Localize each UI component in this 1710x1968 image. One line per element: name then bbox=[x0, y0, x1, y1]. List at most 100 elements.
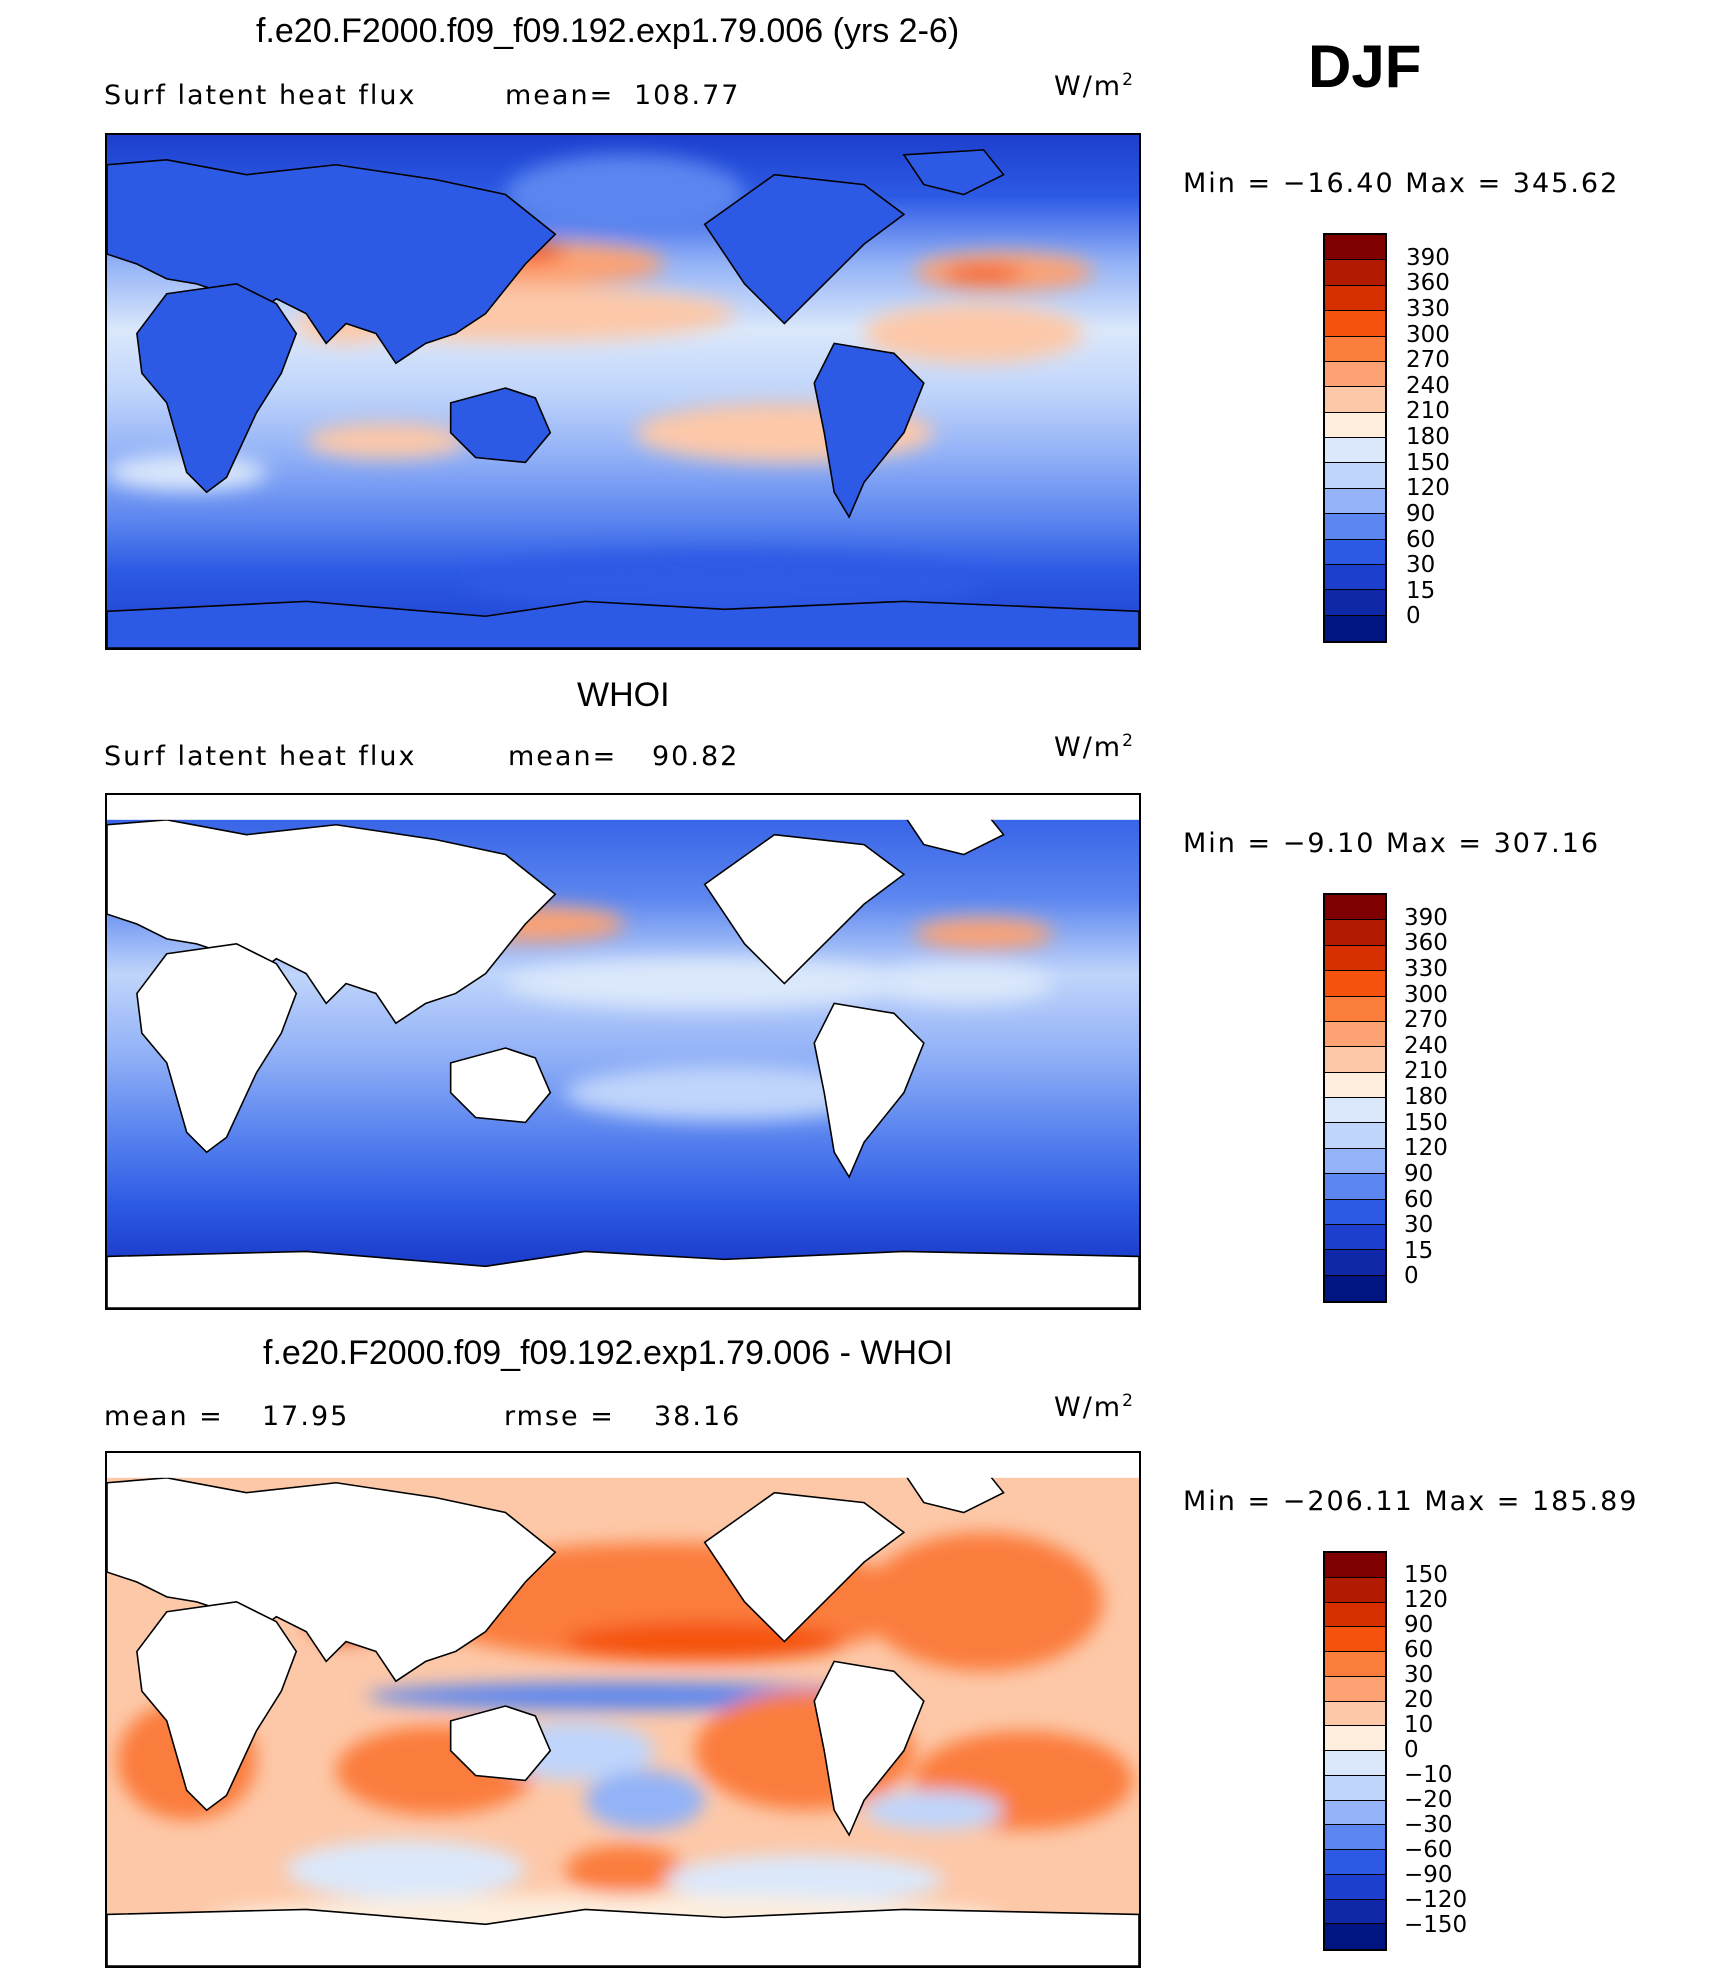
colorbar-tick-label: 90 bbox=[1406, 500, 1436, 527]
panel2-units: W/m2 bbox=[1054, 731, 1135, 763]
colorbar-tick-label: 210 bbox=[1404, 1058, 1448, 1085]
colorbar-swatch bbox=[1325, 1627, 1385, 1652]
colorbar-tick-label: 390 bbox=[1406, 244, 1450, 271]
colorbar-tick-label: 60 bbox=[1404, 1186, 1434, 1213]
colorbar-swatch bbox=[1325, 920, 1385, 946]
panel3-minmax: Min = −206.11 Max = 185.89 bbox=[1183, 1486, 1639, 1517]
colorbar-swatch bbox=[1325, 564, 1385, 591]
colorbar-swatch bbox=[1325, 615, 1385, 641]
panel1-colorbar bbox=[1323, 233, 1387, 643]
colorbar-tick-label: 180 bbox=[1406, 424, 1450, 450]
colorbar-swatch bbox=[1325, 1800, 1385, 1826]
panel2-mean-label: mean= bbox=[508, 741, 618, 772]
colorbar-swatch bbox=[1325, 1924, 1385, 1949]
colorbar-swatch bbox=[1325, 1224, 1385, 1251]
colorbar-swatch bbox=[1325, 1874, 1385, 1900]
colorbar-swatch bbox=[1325, 260, 1385, 286]
panel2-map-graphic bbox=[107, 795, 1139, 1308]
colorbar-swatch bbox=[1325, 488, 1385, 515]
colorbar-swatch bbox=[1325, 539, 1385, 565]
colorbar-swatch bbox=[1325, 1250, 1385, 1276]
colorbar-tick-label: 330 bbox=[1406, 295, 1450, 322]
panel3-units: W/m2 bbox=[1054, 1391, 1135, 1423]
colorbar-swatch bbox=[1325, 387, 1385, 413]
colorbar-tick-label: 180 bbox=[1404, 1084, 1448, 1110]
colorbar-tick-label: 0 bbox=[1404, 1737, 1419, 1763]
colorbar-tick-label: 30 bbox=[1404, 1212, 1434, 1239]
colorbar-swatch bbox=[1325, 996, 1385, 1022]
colorbar-tick-label: 270 bbox=[1406, 347, 1450, 374]
colorbar-tick-label: 20 bbox=[1404, 1687, 1434, 1713]
colorbar-tick-label: 30 bbox=[1406, 552, 1436, 579]
colorbar-swatch bbox=[1325, 1577, 1385, 1603]
colorbar-tick-label: 360 bbox=[1406, 270, 1450, 297]
colorbar-tick-label: 150 bbox=[1406, 449, 1450, 476]
colorbar-swatch bbox=[1325, 285, 1385, 312]
colorbar-swatch bbox=[1325, 336, 1385, 362]
colorbar-tick-label: −10 bbox=[1404, 1762, 1453, 1788]
colorbar-tick-label: 240 bbox=[1406, 372, 1450, 399]
colorbar-tick-label: −60 bbox=[1404, 1837, 1453, 1863]
colorbar-swatch bbox=[1325, 311, 1385, 337]
panel3-mean-value: 17.95 bbox=[262, 1401, 350, 1432]
colorbar-tick-label: 60 bbox=[1406, 526, 1436, 553]
panel3-map-difference bbox=[105, 1451, 1141, 1968]
colorbar-tick-label: −20 bbox=[1404, 1787, 1453, 1813]
panel3-map-graphic bbox=[107, 1453, 1139, 1966]
colorbar-swatch bbox=[1325, 1602, 1385, 1628]
panel3-rmse-value: 38.16 bbox=[654, 1401, 742, 1432]
colorbar-swatch bbox=[1325, 1701, 1385, 1727]
panel2-map-observed bbox=[105, 793, 1141, 1310]
colorbar-swatch bbox=[1325, 438, 1385, 464]
panel1-mean-value: 108.77 bbox=[634, 80, 741, 111]
panel2-title: WHOI bbox=[577, 676, 670, 714]
colorbar-swatch bbox=[1325, 1751, 1385, 1776]
colorbar-tick-label: 150 bbox=[1404, 1109, 1448, 1136]
panel2-mean-value: 90.82 bbox=[652, 741, 740, 772]
colorbar-tick-label: 15 bbox=[1406, 577, 1436, 604]
colorbar-swatch bbox=[1325, 590, 1385, 616]
colorbar-tick-label: 90 bbox=[1404, 1160, 1434, 1187]
colorbar-swatch bbox=[1325, 1148, 1385, 1175]
colorbar-tick-label: 15 bbox=[1404, 1237, 1434, 1264]
colorbar-swatch bbox=[1325, 895, 1385, 921]
colorbar-tick-label: 0 bbox=[1406, 603, 1421, 630]
colorbar-tick-label: 300 bbox=[1406, 321, 1450, 348]
colorbar-tick-label: 360 bbox=[1404, 930, 1448, 957]
colorbar-tick-label: −30 bbox=[1404, 1812, 1453, 1838]
colorbar-swatch bbox=[1325, 1174, 1385, 1200]
panel2-variable-label: Surf latent heat flux bbox=[104, 741, 417, 772]
panel2-colorbar bbox=[1323, 893, 1387, 1303]
colorbar-swatch bbox=[1325, 1825, 1385, 1850]
colorbar-swatch bbox=[1325, 1047, 1385, 1073]
colorbar-tick-label: 330 bbox=[1404, 955, 1448, 982]
colorbar-swatch bbox=[1325, 1553, 1385, 1578]
colorbar-tick-label: 0 bbox=[1404, 1263, 1419, 1290]
colorbar-swatch bbox=[1325, 1072, 1385, 1098]
colorbar-tick-label: 30 bbox=[1404, 1662, 1434, 1688]
colorbar-tick-label: 120 bbox=[1404, 1135, 1448, 1162]
colorbar-swatch bbox=[1325, 1199, 1385, 1225]
colorbar-tick-label: 210 bbox=[1406, 398, 1450, 425]
colorbar-swatch bbox=[1325, 1275, 1385, 1301]
colorbar-tick-label: 300 bbox=[1404, 981, 1448, 1008]
panel1-mean-label: mean= bbox=[505, 80, 615, 111]
panel2-minmax: Min = −9.10 Max = 307.16 bbox=[1183, 828, 1601, 859]
colorbar-tick-label: 390 bbox=[1404, 904, 1448, 931]
panel3-mean-label: mean = bbox=[104, 1401, 224, 1432]
colorbar-swatch bbox=[1325, 1726, 1385, 1751]
colorbar-tick-label: 120 bbox=[1406, 475, 1450, 502]
panel1-map-graphic bbox=[107, 135, 1139, 648]
colorbar-swatch bbox=[1325, 945, 1385, 972]
panel1-minmax: Min = −16.40 Max = 345.62 bbox=[1183, 168, 1620, 199]
colorbar-tick-label: 90 bbox=[1404, 1612, 1434, 1638]
colorbar-tick-label: −90 bbox=[1404, 1862, 1453, 1888]
colorbar-swatch bbox=[1325, 235, 1385, 261]
panel3-title: f.e20.F2000.f09_f09.192.exp1.79.006 - WH… bbox=[263, 1334, 953, 1372]
colorbar-swatch bbox=[1325, 514, 1385, 540]
colorbar-tick-label: 120 bbox=[1404, 1587, 1448, 1613]
colorbar-tick-label: 60 bbox=[1404, 1637, 1434, 1663]
panel3-rmse-label: rmse = bbox=[504, 1401, 615, 1432]
colorbar-swatch bbox=[1325, 361, 1385, 388]
colorbar-swatch bbox=[1325, 1775, 1385, 1801]
